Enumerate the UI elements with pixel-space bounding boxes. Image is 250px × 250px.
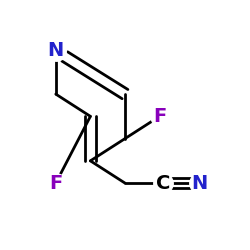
Text: F: F	[153, 107, 166, 126]
Text: C: C	[156, 174, 170, 193]
Text: N: N	[191, 174, 207, 193]
Text: F: F	[49, 174, 62, 193]
Text: N: N	[48, 41, 64, 60]
